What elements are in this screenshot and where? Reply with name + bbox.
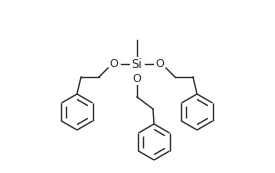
Text: O: O (110, 59, 118, 69)
Text: Si: Si (132, 58, 142, 71)
Text: O: O (156, 59, 164, 69)
Text: O: O (133, 74, 141, 84)
